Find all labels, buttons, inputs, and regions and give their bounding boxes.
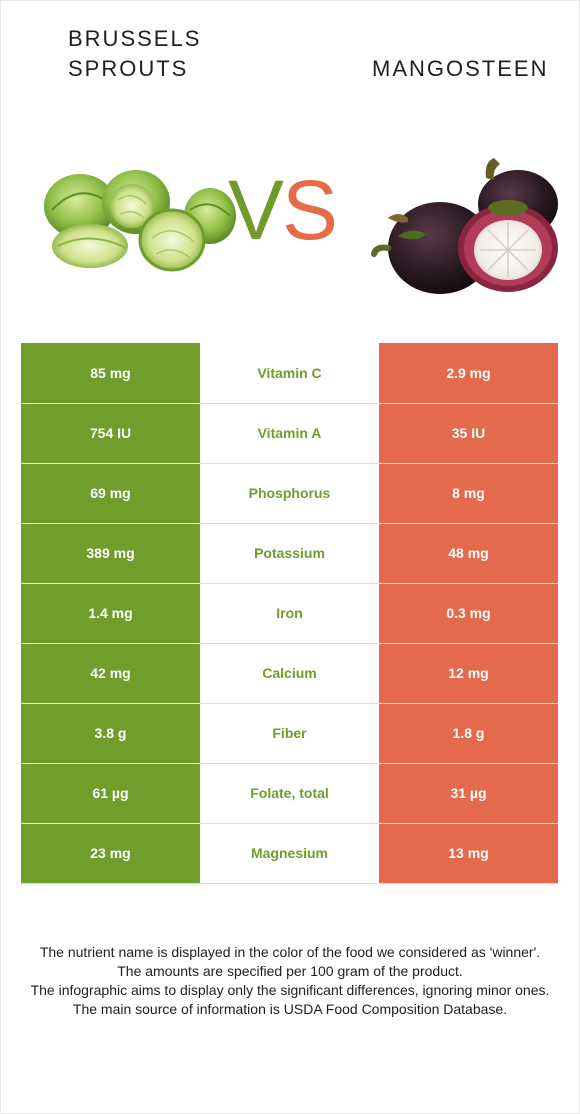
nutrient-value-brussels-sprouts: 23 mg xyxy=(21,823,200,884)
nutrient-row: 754 IU Vitamin A 35 IU xyxy=(21,403,558,464)
nutrient-value-mangosteen: 8 mg xyxy=(379,463,558,524)
nutrient-row: 85 mg Vitamin C 2.9 mg xyxy=(21,343,558,404)
nutrient-value-mangosteen: 48 mg xyxy=(379,523,558,584)
nutrient-value-brussels-sprouts: 61 µg xyxy=(21,763,200,824)
nutrient-name: Iron xyxy=(200,583,379,644)
footer-note-3: The infographic aims to display only the… xyxy=(30,982,550,998)
nutrient-value-brussels-sprouts: 389 mg xyxy=(21,523,200,584)
nutrient-row: 23 mg Magnesium 13 mg xyxy=(21,823,558,884)
nutrient-value-mangosteen: 13 mg xyxy=(379,823,558,884)
nutrient-name: Potassium xyxy=(200,523,379,584)
nutrient-value-brussels-sprouts: 85 mg xyxy=(21,343,200,404)
nutrient-value-brussels-sprouts: 754 IU xyxy=(21,403,200,464)
nutrient-row: 42 mg Calcium 12 mg xyxy=(21,643,558,704)
food-title-right: MANGOSTEEN xyxy=(372,56,549,81)
nutrient-name: Magnesium xyxy=(200,823,379,884)
food-title-left: BRUSSELS SPROUTS xyxy=(68,26,202,81)
nutrient-value-mangosteen: 35 IU xyxy=(379,403,558,464)
vs-label: VS xyxy=(228,160,338,260)
vs-s: S xyxy=(282,163,338,257)
vs-v: V xyxy=(228,163,284,257)
brussels-sprouts-image xyxy=(44,170,236,272)
nutrient-row: 61 µg Folate, total 31 µg xyxy=(21,763,558,824)
nutrient-value-brussels-sprouts: 42 mg xyxy=(21,643,200,704)
nutrient-value-brussels-sprouts: 1.4 mg xyxy=(21,583,200,644)
nutrient-row: 389 mg Potassium 48 mg xyxy=(21,523,558,584)
footer-note-2: The amounts are specified per 100 gram o… xyxy=(117,963,463,979)
footer-notes: The nutrient name is displayed in the co… xyxy=(16,943,564,1019)
nutrient-row: 3.8 g Fiber 1.8 g xyxy=(21,703,558,764)
nutrient-name: Phosphorus xyxy=(200,463,379,524)
nutrient-comparison-table: 85 mg Vitamin C 2.9 mg 754 IU Vitamin A 35 IU… xyxy=(21,343,558,884)
nutrient-value-brussels-sprouts: 69 mg xyxy=(21,463,200,524)
nutrient-name: Vitamin A xyxy=(200,403,379,464)
nutrient-value-mangosteen: 2.9 mg xyxy=(379,343,558,404)
nutrient-value-mangosteen: 0.3 mg xyxy=(379,583,558,644)
nutrient-value-brussels-sprouts: 3.8 g xyxy=(21,703,200,764)
nutrient-value-mangosteen: 31 µg xyxy=(379,763,558,824)
nutrient-name: Vitamin C xyxy=(200,343,379,404)
nutrient-value-mangosteen: 12 mg xyxy=(379,643,558,704)
nutrient-name: Fiber xyxy=(200,703,379,764)
nutrient-row: 1.4 mg Iron 0.3 mg xyxy=(21,583,558,644)
mangosteen-image xyxy=(371,158,558,294)
nutrient-name: Calcium xyxy=(200,643,379,704)
footer-note-4: The main source of information is USDA F… xyxy=(72,1001,508,1017)
nutrient-row: 69 mg Phosphorus 8 mg xyxy=(21,463,558,524)
nutrient-value-mangosteen: 1.8 g xyxy=(379,703,558,764)
nutrient-name: Folate, total xyxy=(200,763,379,824)
footer-note-1: The nutrient name is displayed in the co… xyxy=(39,944,541,960)
